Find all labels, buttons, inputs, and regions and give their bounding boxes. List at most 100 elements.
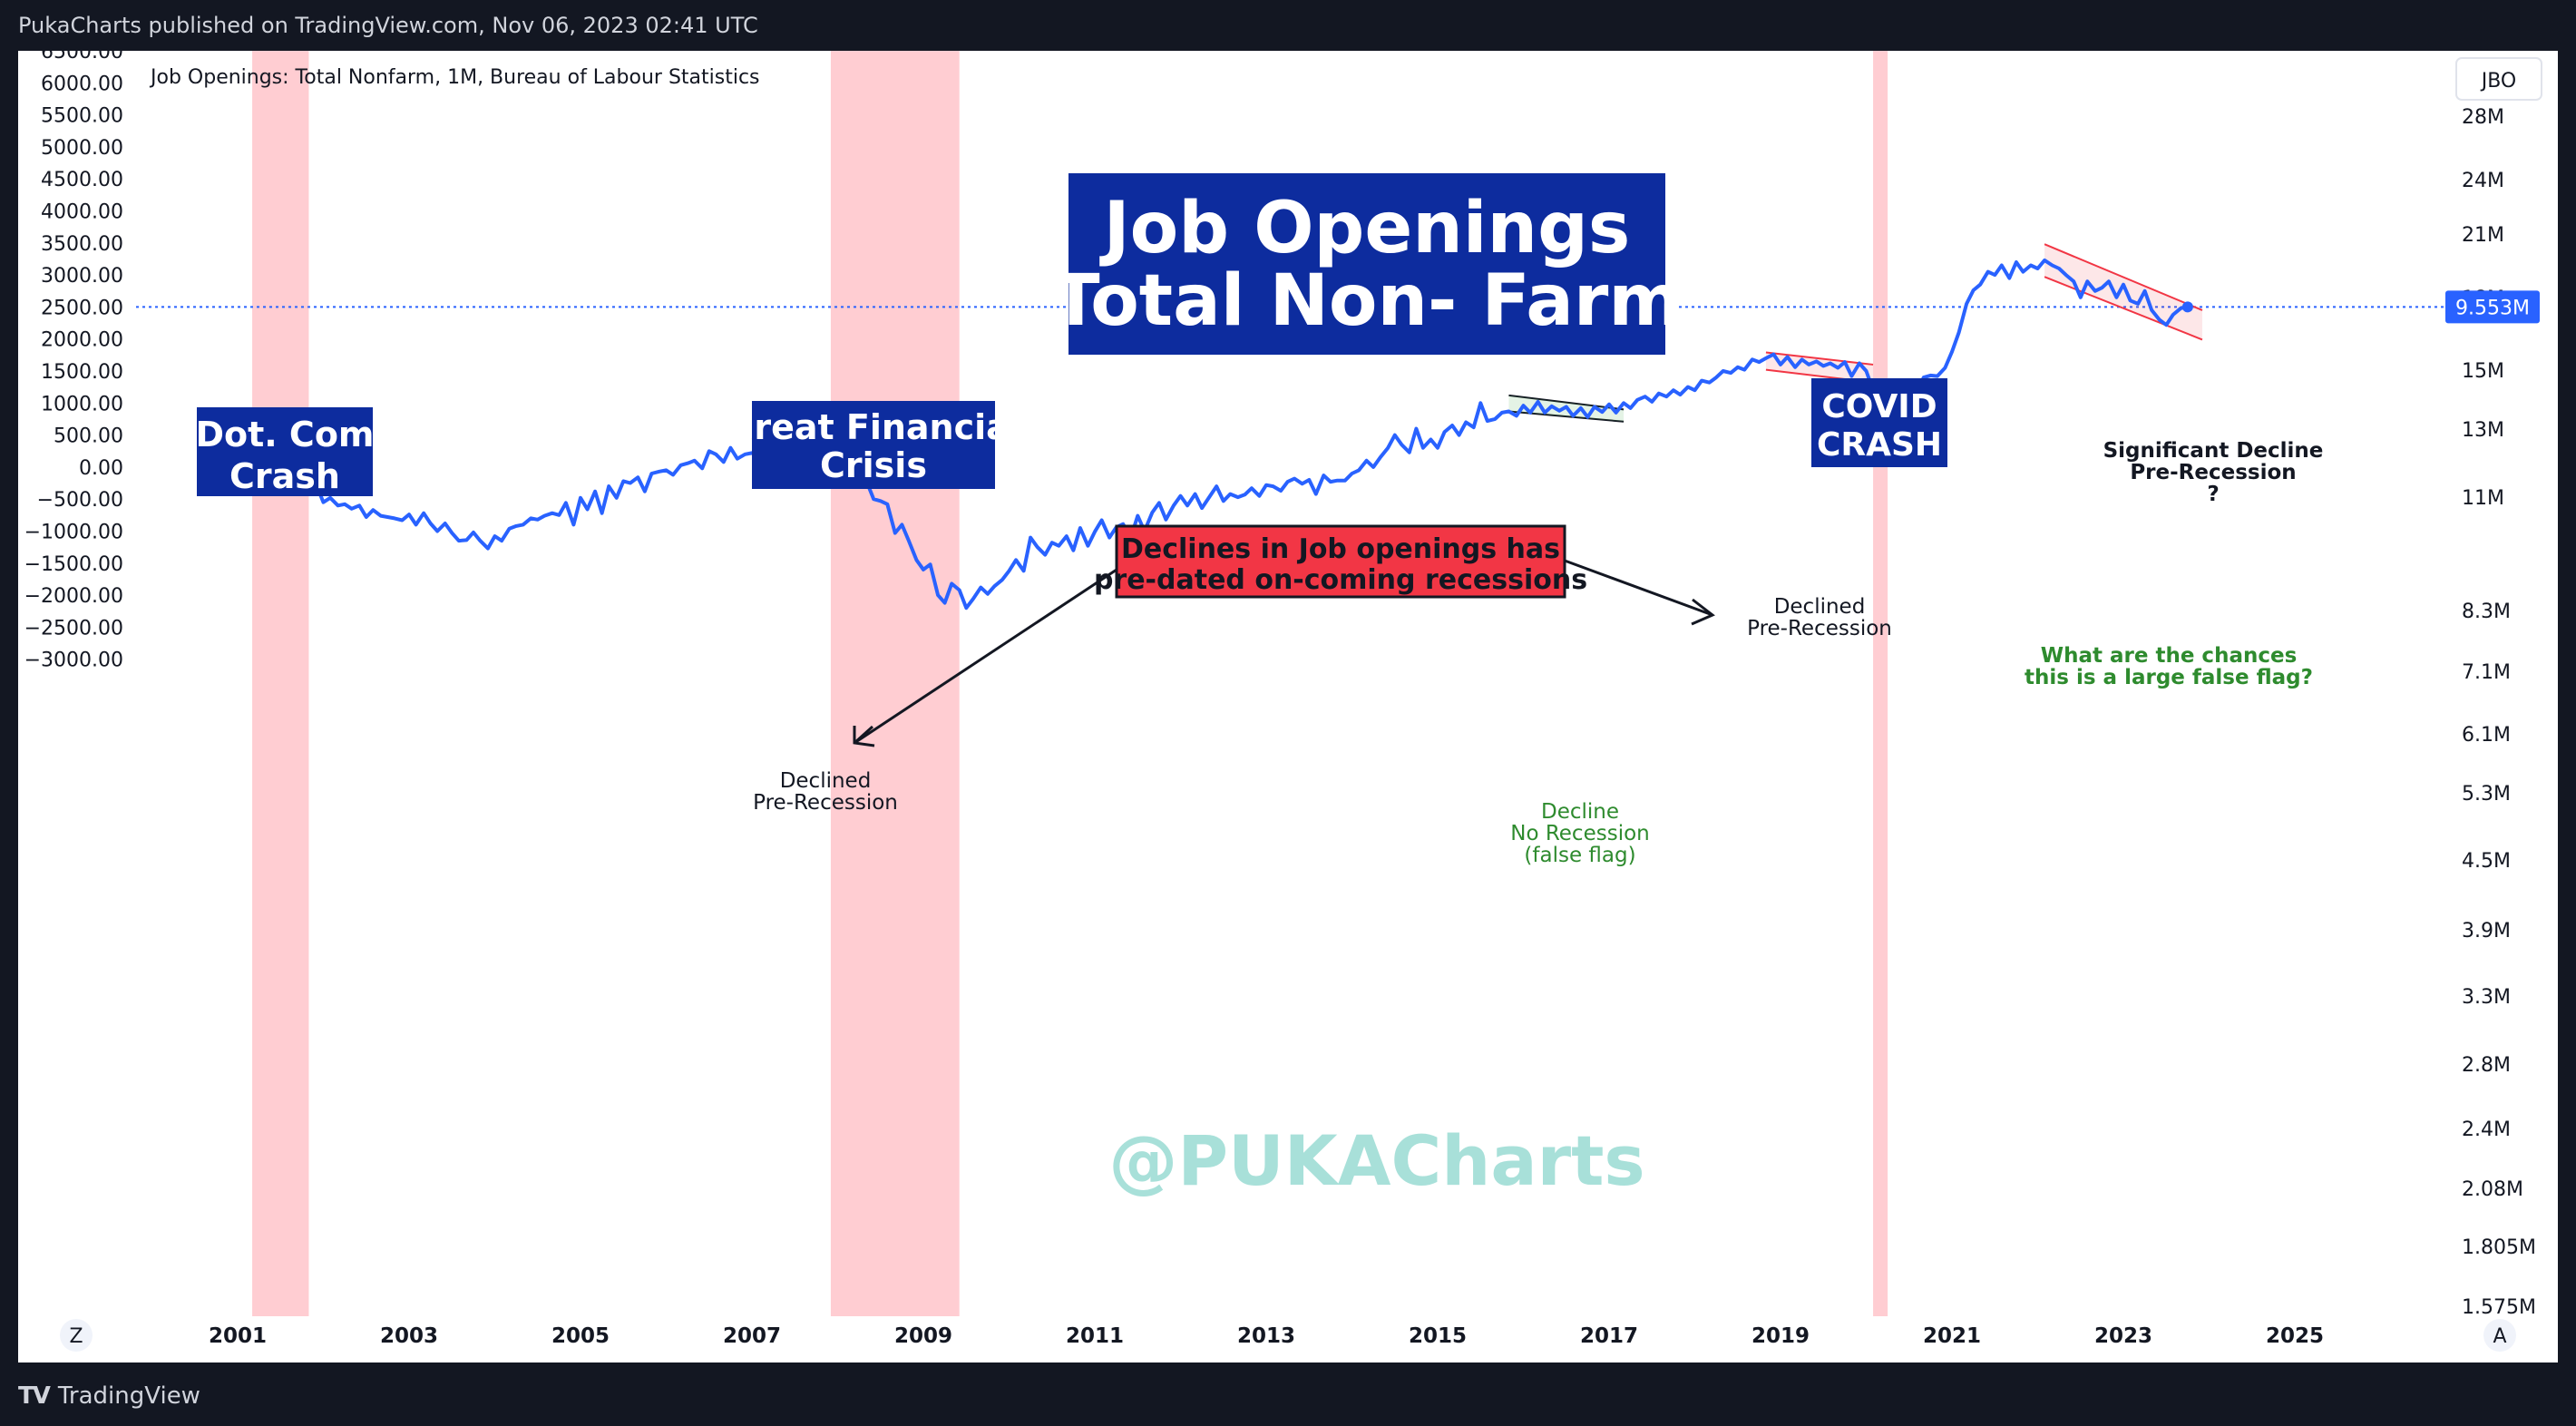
x-tick: 2025 [2266,1324,2324,1348]
tradingview-logo[interactable]: TV TradingView [18,1382,200,1410]
x-tick: 2021 [1923,1324,1981,1348]
x-tick: 2017 [1580,1324,1638,1348]
series-line [229,258,2189,610]
dotcom-label-box: Dot. Com Crash [195,407,375,496]
y-tick-left: 0.00 [79,457,123,480]
channel-line [1508,410,1625,423]
y-tick-left: −3000.00 [24,650,123,672]
auto-scale-label: A [2493,1325,2506,1348]
y-tick-left: 6000.00 [41,73,123,95]
y-tick-right: 13M [2462,419,2504,442]
published-text: PukaCharts published on TradingView.com,… [18,13,758,38]
y-tick-right: 1.805M [2462,1236,2536,1259]
x-tick: 2023 [2094,1324,2152,1348]
y-tick-left: 5000.00 [41,137,123,160]
channel-fill [1765,352,1874,383]
y-tick-left: −500.00 [37,489,123,512]
y-tick-left: 4000.00 [41,201,123,224]
x-tick: 2013 [1237,1324,1295,1348]
y-tick-left: 2000.00 [41,329,123,352]
y-tick-left: 2500.00 [41,297,123,319]
y-tick-left: 500.00 [54,425,123,448]
chart-subtitle: Job Openings: Total Nonfarm, 1M, Bureau … [149,66,760,89]
recession-bands [252,51,1888,1316]
y-axis-left: 6500.00 6000.00 5500.00 5000.00 4500.00 4000.… [24,41,123,672]
y-tick-right: 24M [2462,170,2504,192]
x-tick: 2005 [551,1324,610,1348]
y-tick-right: 28M [2462,106,2504,129]
y-tick-right: 15M [2462,360,2504,383]
recession-band [1873,51,1888,1316]
declined-2007-label: Declined Pre-Recession [753,769,898,815]
channel-fill [2044,244,2202,340]
y-tick-right: 4.5M [2462,850,2511,873]
last-point-marker [2181,301,2193,313]
y-tick-left: −1500.00 [24,553,123,576]
y-tick-right: 5.3M [2462,783,2511,806]
y-tick-left: 4500.00 [41,169,123,191]
channel-line [2044,243,2203,311]
publish-header: PukaCharts published on TradingView.com,… [0,0,2576,51]
y-tick-right: 6.1M [2462,724,2511,747]
significant-2023-label: Significant Decline Pre-Recession? [2103,439,2324,506]
y-tick-right: 21M [2462,224,2504,247]
y-tick-left: −2000.00 [24,585,123,608]
y-tick-right: 11M [2462,487,2504,510]
y-tick-left: 1000.00 [41,393,123,415]
y-tick-right: 8.3M [2462,601,2511,623]
recession-band [252,51,309,1316]
y-tick-left: 3500.00 [41,233,123,256]
x-tick: 2007 [723,1324,781,1348]
x-axis: 2001 2003 2005 2007 2009 2011 2013 2015 2017 2019… [209,1324,2324,1348]
y-tick-left: 5500.00 [41,105,123,128]
log-scale-label: Z [69,1325,83,1348]
x-tick: 2001 [209,1324,267,1348]
chances-2023-label: What are the chances this is a large fals… [2025,644,2313,689]
covid-label: COVID CRASH [1817,388,1942,464]
y-tick-left: 1500.00 [41,361,123,384]
y-axis-right: 28M24M21M18M15M13M11M8.3M7.1M6.1M5.3M4.5… [2462,106,2536,1319]
x-tick: 2011 [1066,1324,1124,1348]
callout-arrows [853,559,1715,747]
x-tick: 2003 [380,1324,438,1348]
symbol-tag[interactable]: JBO [2455,57,2542,101]
symbol-label: JBO [2480,70,2517,93]
x-tick: 2009 [894,1324,952,1348]
footer-bar: TV TradingView [0,1363,2576,1426]
title-box: Job Openings Total Non- Farm [1051,173,1683,355]
gfc-label: Great Financial Crisis [726,407,1021,485]
y-tick-left: 3000.00 [41,265,123,288]
declined-2019-label: Declined Pre-Recession [1747,595,1892,640]
gfc-label-box: Great Financial Crisis [726,401,1021,489]
y-tick-right: 2.8M [2462,1054,2511,1077]
current-price-label: 9.553M [2455,297,2530,319]
channel-line [1765,351,1874,366]
y-tick-right: 2.4M [2462,1118,2511,1141]
y-tick-left: −2500.00 [24,617,123,640]
channel-line [2044,276,2203,341]
tradingview-brand: TradingView [57,1382,200,1410]
decline-2016-label: Decline No Recession (false flag) [1510,800,1650,867]
watermark: @PUKACharts [1108,1120,1644,1201]
current-price-marker: 9.553M [2445,290,2540,324]
dotcom-label: Dot. Com Crash [195,415,374,496]
chart-title: Job Openings Total Non- Farm [1051,188,1682,342]
x-tick: 2015 [1409,1324,1467,1348]
main-callout: Declines in Job openings has pre-dated on… [1094,524,1587,599]
auto-scale-button[interactable]: A [2483,1319,2516,1352]
y-tick-right: 7.1M [2462,661,2511,684]
chart-svg[interactable]: 6500.00 6000.00 5500.00 5000.00 4500.00 4000.… [18,41,2558,1363]
tradingview-logo-icon: TV [18,1382,51,1410]
y-tick-right: 1.575M [2462,1296,2536,1319]
main-callout-text: Declines in Job openings has pre-dated on… [1094,533,1587,596]
recession-band [830,51,960,1316]
chart-area[interactable]: 6500.00 6000.00 5500.00 5000.00 4500.00 4000.… [18,41,2558,1363]
x-tick: 2019 [1751,1324,1810,1348]
y-tick-right: 3.3M [2462,986,2511,1009]
y-tick-left: 6500.00 [41,51,123,63]
y-tick-left: −1000.00 [24,522,123,544]
covid-label-box: COVID CRASH [1811,378,1947,467]
y-tick-right: 2.08M [2462,1178,2523,1201]
y-tick-right: 3.9M [2462,920,2511,943]
log-scale-button[interactable]: Z [60,1319,93,1352]
